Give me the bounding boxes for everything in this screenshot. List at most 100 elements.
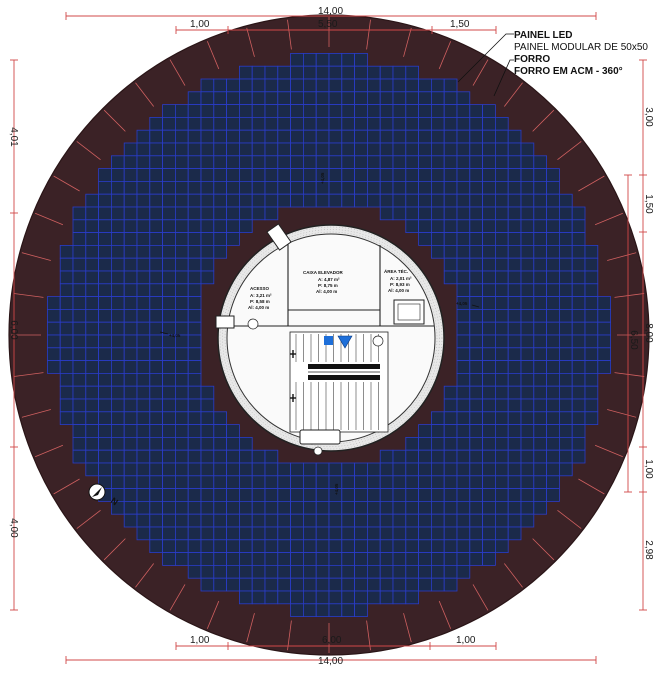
led-panel xyxy=(72,347,87,361)
led-panel xyxy=(546,488,560,502)
led-panel xyxy=(482,155,496,170)
led-panel xyxy=(149,129,164,144)
dim-bottom-total: 14,00 xyxy=(318,656,343,667)
led-panel xyxy=(456,168,471,182)
led-panel xyxy=(469,488,483,502)
led-panel xyxy=(162,206,176,221)
led-panel xyxy=(251,155,266,170)
led-panel xyxy=(98,321,112,336)
led-panel xyxy=(302,104,317,118)
led-panel xyxy=(98,449,112,464)
led-panel xyxy=(174,526,189,541)
led-panel xyxy=(200,539,215,553)
led-panel xyxy=(59,334,74,349)
led-panel xyxy=(494,398,509,413)
led-panel xyxy=(469,552,483,566)
led-panel xyxy=(456,462,471,477)
fire-extinguisher-icon xyxy=(247,318,384,456)
led-panel xyxy=(546,449,560,464)
led-panel xyxy=(533,206,547,221)
led-panel xyxy=(98,347,112,361)
led-panel xyxy=(430,104,445,118)
dim-bottom-seg-2: 6,00 xyxy=(322,635,342,646)
led-panel xyxy=(85,296,100,310)
led-panel xyxy=(72,360,87,374)
led-panel xyxy=(571,424,586,438)
led-panel xyxy=(213,91,228,106)
ring-ray xyxy=(205,600,220,633)
led-panel xyxy=(546,385,560,400)
dim-bottom-seg-3: 1,00 xyxy=(456,635,476,646)
led-panel xyxy=(469,129,483,144)
led-panel xyxy=(149,372,164,387)
led-panel xyxy=(302,552,317,566)
led-panel xyxy=(162,449,176,464)
led-panel xyxy=(494,436,509,451)
led-panel xyxy=(546,180,560,195)
staircase xyxy=(289,331,389,433)
led-panel xyxy=(405,142,419,157)
led-panel xyxy=(482,206,496,221)
led-panel xyxy=(571,296,586,310)
led-panel xyxy=(226,424,240,438)
led-panel xyxy=(149,321,164,336)
led-panel xyxy=(264,565,279,579)
led-panel xyxy=(123,411,138,425)
led-panel xyxy=(366,180,381,195)
led-panel xyxy=(482,488,496,502)
led-panel xyxy=(366,475,381,489)
led-panel xyxy=(47,347,61,361)
led-panel xyxy=(392,590,407,605)
led-panel xyxy=(149,232,164,246)
led-panel xyxy=(149,283,164,297)
led-panel xyxy=(456,308,471,323)
ring-ray xyxy=(438,37,453,70)
led-panel xyxy=(149,219,164,234)
led-panel xyxy=(507,513,522,528)
led-panel xyxy=(315,155,330,170)
led-panel xyxy=(430,142,445,157)
led-panel xyxy=(559,219,573,234)
led-panel xyxy=(328,539,343,553)
led-panel xyxy=(482,513,496,528)
led-panel xyxy=(174,257,189,272)
led-panel xyxy=(187,129,202,144)
led-panel xyxy=(59,372,74,387)
led-panel xyxy=(162,244,176,259)
led-panel xyxy=(456,117,471,131)
led-panel xyxy=(584,347,599,361)
led-panel xyxy=(162,475,176,489)
led-panel xyxy=(559,436,573,451)
led-panel xyxy=(430,565,445,579)
led-panel xyxy=(328,193,343,208)
led-panel xyxy=(559,449,573,464)
led-panel xyxy=(315,526,330,541)
led-panel xyxy=(366,526,381,541)
led-panel xyxy=(443,104,458,118)
led-panel xyxy=(482,232,496,246)
led-panel xyxy=(290,78,304,93)
led-panel xyxy=(136,193,151,208)
led-panel xyxy=(136,462,151,477)
led-panel xyxy=(264,577,279,592)
led-panel xyxy=(507,142,522,157)
led-panel xyxy=(290,526,304,541)
led-panel xyxy=(162,513,176,528)
led-panel xyxy=(123,436,138,451)
led-panel xyxy=(277,180,291,195)
led-panel xyxy=(136,513,151,528)
led-panel xyxy=(443,270,458,285)
led-panel xyxy=(264,513,279,528)
led-panel xyxy=(507,155,522,170)
led-panel xyxy=(72,424,87,438)
led-panel xyxy=(354,552,368,566)
led-panel xyxy=(264,526,279,541)
led-panel xyxy=(379,193,394,208)
led-panel xyxy=(162,552,176,566)
led-panel xyxy=(149,398,164,413)
led-panel xyxy=(251,91,266,106)
led-panel xyxy=(213,180,228,195)
led-panel xyxy=(226,91,240,106)
led-panel xyxy=(162,104,176,118)
led-panel xyxy=(597,308,611,323)
